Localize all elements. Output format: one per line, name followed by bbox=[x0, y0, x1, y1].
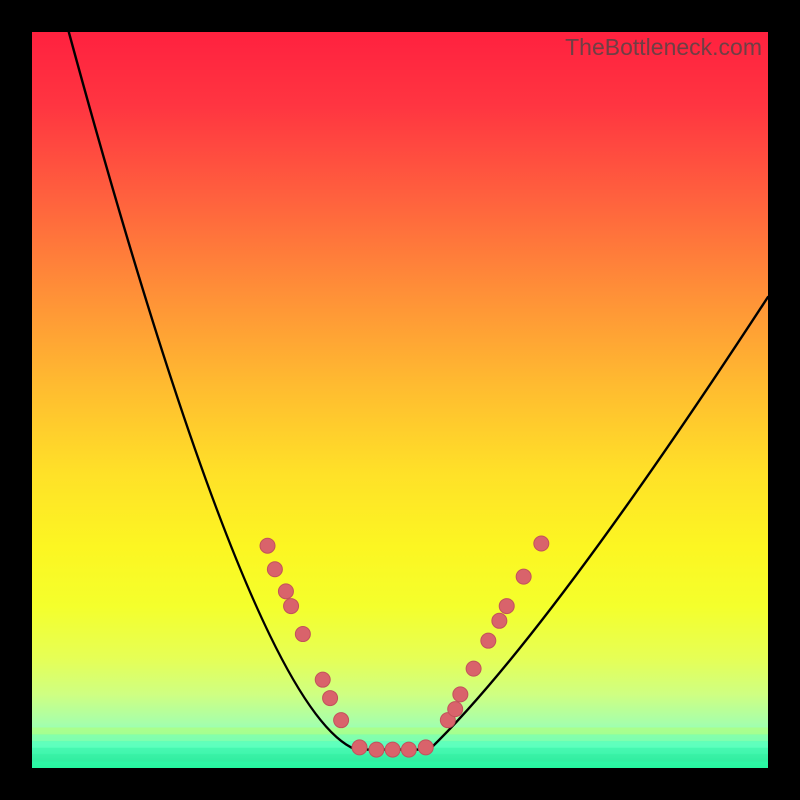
marker-point bbox=[453, 687, 468, 702]
marker-point bbox=[284, 599, 299, 614]
marker-point bbox=[492, 613, 507, 628]
watermark-text: TheBottleneck.com bbox=[565, 34, 762, 61]
plot-area: TheBottleneck.com bbox=[32, 32, 768, 768]
marker-point bbox=[401, 742, 416, 757]
marker-point bbox=[295, 627, 310, 642]
marker-point bbox=[481, 633, 496, 648]
marker-point bbox=[534, 536, 549, 551]
marker-point bbox=[418, 740, 433, 755]
marker-point bbox=[278, 584, 293, 599]
marker-point bbox=[352, 740, 367, 755]
chart-frame: TheBottleneck.com bbox=[0, 0, 800, 800]
marker-point bbox=[466, 661, 481, 676]
marker-point bbox=[323, 691, 338, 706]
marker-point bbox=[267, 562, 282, 577]
marker-point bbox=[499, 599, 514, 614]
marker-point bbox=[385, 742, 400, 757]
marker-point bbox=[516, 569, 531, 584]
marker-point bbox=[448, 702, 463, 717]
curve-layer bbox=[32, 32, 768, 768]
marker-point bbox=[334, 713, 349, 728]
marker-point bbox=[260, 538, 275, 553]
data-markers bbox=[260, 536, 549, 757]
bottleneck-curve bbox=[69, 32, 768, 750]
marker-point bbox=[369, 742, 384, 757]
marker-point bbox=[315, 672, 330, 687]
